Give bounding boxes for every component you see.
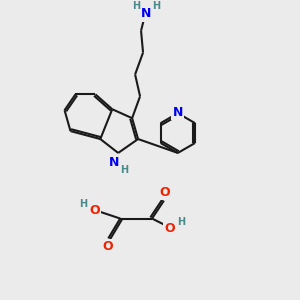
Text: H: H [120,165,128,175]
Text: N: N [172,106,183,119]
Text: O: O [89,204,100,217]
Text: H: H [152,1,160,11]
Text: O: O [102,240,112,253]
Text: N: N [109,156,119,170]
Text: N: N [141,7,151,20]
Text: H: H [132,1,140,11]
Text: O: O [160,186,170,199]
Text: O: O [165,222,175,235]
Text: H: H [80,199,88,208]
Text: H: H [177,217,185,226]
